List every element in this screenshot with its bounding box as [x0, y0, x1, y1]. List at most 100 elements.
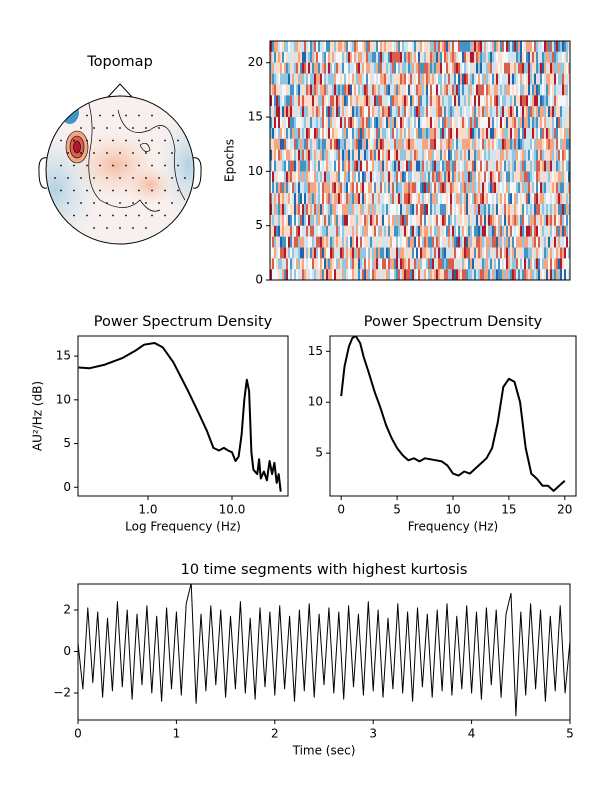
epoch-cell [558, 247, 561, 259]
epoch-cell [332, 149, 335, 161]
epoch-cell [288, 160, 291, 172]
epoch-cell [378, 247, 381, 259]
epoch-cell [416, 193, 419, 205]
epoch-cell [484, 236, 487, 248]
epoch-cell [410, 84, 413, 96]
epoch-cell [340, 236, 343, 248]
epoch-cell [448, 73, 451, 85]
epoch-cell [272, 106, 275, 118]
epoch-cell [562, 160, 565, 172]
epoch-cell [314, 41, 317, 52]
x-tick-label: 15 [501, 503, 516, 517]
epoch-cell [534, 84, 537, 96]
epoch-cell [498, 182, 501, 194]
epoch-cell [564, 182, 567, 194]
epoch-cell [304, 247, 307, 259]
epoch-cell [448, 247, 451, 259]
epoch-cell [288, 106, 291, 118]
contour [87, 99, 186, 212]
epoch-cell [314, 236, 317, 248]
epoch-cell [442, 258, 445, 270]
epoch-cell [436, 84, 439, 96]
epoch-cell [510, 204, 513, 215]
epoch-cell [544, 182, 547, 194]
epoch-cell [542, 117, 545, 128]
epoch-cell [320, 106, 323, 118]
epoch-cell [406, 62, 409, 74]
epoch-cell [516, 236, 519, 248]
epoch-cell [420, 247, 423, 259]
epoch-cell [484, 214, 487, 226]
epoch-cell [282, 258, 285, 270]
epoch-cell [424, 204, 427, 215]
epoch-cell [376, 171, 379, 183]
epoch-cell [412, 127, 415, 139]
epoch-cell [478, 95, 481, 107]
epoch-cell [564, 51, 567, 63]
epoch-cell [396, 236, 399, 248]
epoch-cell [444, 247, 447, 259]
epoch-cell [300, 149, 303, 161]
epoch-cell [434, 204, 437, 215]
epoch-cell [300, 73, 303, 85]
epoch-cell [458, 117, 461, 128]
epoch-cell [276, 41, 279, 52]
epoch-cell [448, 95, 451, 107]
epoch-cell [352, 138, 355, 150]
epoch-cell [312, 127, 315, 139]
epoch-cell [498, 84, 501, 96]
epoch-cell [510, 127, 513, 139]
epoch-cell [352, 182, 355, 194]
epoch-cell [472, 258, 475, 270]
epoch-cell [332, 51, 335, 63]
epoch-cell [312, 51, 315, 63]
epoch-cell [340, 62, 343, 74]
epoch-cell [454, 127, 457, 139]
epoch-cell [390, 127, 393, 139]
epoch-cell [434, 182, 437, 194]
epoch-cell [452, 171, 455, 183]
epoch-cell [318, 214, 321, 226]
epoch-cell [502, 117, 505, 128]
epoch-cell [326, 193, 329, 205]
epoch-cell [546, 117, 549, 128]
epoch-cell [436, 236, 439, 248]
epoch-cell [358, 225, 361, 237]
epoch-cell [406, 149, 409, 161]
epoch-cell [548, 182, 551, 194]
epoch-cell [528, 117, 531, 128]
epoch-cell [380, 225, 383, 237]
epoch-cell [418, 138, 421, 150]
epoch-cell [456, 41, 459, 52]
epoch-cell [332, 95, 335, 107]
epoch-cell [466, 138, 469, 150]
epoch-cell [502, 41, 505, 52]
epoch-cell [402, 95, 405, 107]
epoch-cell [424, 236, 427, 248]
epoch-cell [542, 182, 545, 194]
epoch-cell [468, 247, 471, 259]
epoch-cell [528, 182, 531, 194]
sensor [151, 214, 153, 217]
epoch-cell [444, 193, 447, 205]
epoch-cell [396, 193, 399, 205]
epoch-cell [446, 84, 449, 96]
epoch-cell [550, 225, 553, 237]
epoch-cell [280, 84, 283, 96]
epoch-cell [274, 41, 277, 52]
epoch-cell [568, 73, 570, 85]
epoch-cell [272, 258, 275, 270]
epoch-cell [420, 236, 423, 248]
epoch-cell [518, 51, 521, 63]
epoch-cell [520, 117, 523, 128]
epoch-cell [470, 73, 473, 85]
epoch-cell [558, 84, 561, 96]
epoch-cell [530, 127, 533, 139]
epoch-cell [328, 62, 331, 74]
epoch-cell [386, 127, 389, 139]
epoch-cell [478, 117, 481, 128]
epoch-cell [534, 225, 537, 237]
epoch-cell [474, 127, 477, 139]
epoch-cell [396, 51, 399, 63]
epoch-cell [334, 236, 337, 248]
